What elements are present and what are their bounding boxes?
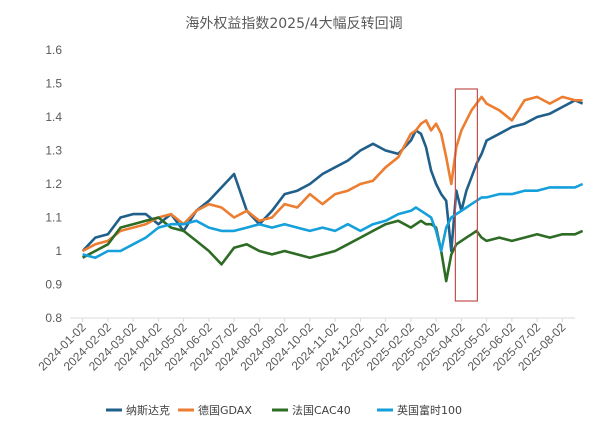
chart-title: 海外权益指数2025/4大幅反转回调 [185, 16, 402, 32]
highlight-box [454, 88, 478, 302]
y-tick-label: 1.6 [45, 43, 62, 57]
x-axis: 2024-01-022024-02-022024-03-022024-04-02… [35, 318, 569, 374]
series-layer [81, 95, 584, 283]
y-tick-label: 1.2 [45, 177, 62, 191]
legend-label: 法国CAC40 [292, 403, 351, 417]
y-tick-label: 1.1 [45, 211, 62, 225]
y-tick-label: 0.8 [45, 311, 62, 325]
legend: 纳斯达克 德国GDAX 法国CAC40 英国富时100 [106, 403, 462, 417]
legend-label: 纳斯达克 [126, 404, 170, 417]
y-tick-label: 0.9 [45, 278, 62, 292]
y-tick-label: 1 [55, 244, 62, 258]
y-tick-label: 1.4 [45, 110, 62, 124]
y-tick-label: 1.3 [45, 144, 62, 158]
y-tick-label: 1.5 [45, 77, 62, 91]
series-line-1 [81, 95, 583, 253]
series-line-0 [81, 99, 584, 253]
y-axis: 0.8 0.9 1 1.1 1.2 1.3 1.4 1.5 1.6 [45, 43, 62, 325]
series-line-2 [81, 216, 584, 283]
series-line-3 [82, 182, 584, 260]
legend-label: 德国GDAX [198, 403, 252, 417]
legend-label: 英国富时100 [397, 403, 462, 417]
